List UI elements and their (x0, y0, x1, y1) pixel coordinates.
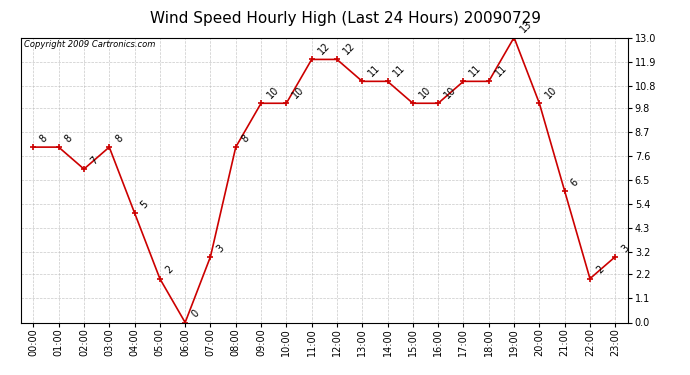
Text: 0: 0 (189, 308, 201, 320)
Text: Copyright 2009 Cartronics.com: Copyright 2009 Cartronics.com (23, 40, 155, 50)
Text: 5: 5 (139, 199, 150, 210)
Text: 7: 7 (88, 155, 99, 166)
Text: 12: 12 (316, 41, 332, 57)
Text: 8: 8 (240, 133, 251, 144)
Text: 8: 8 (37, 133, 49, 144)
Text: 10: 10 (417, 85, 433, 100)
Text: Wind Speed Hourly High (Last 24 Hours) 20090729: Wind Speed Hourly High (Last 24 Hours) 2… (150, 11, 540, 26)
Text: 10: 10 (265, 85, 281, 100)
Text: 8: 8 (113, 133, 125, 144)
Text: 2: 2 (594, 264, 606, 276)
Text: 2: 2 (164, 264, 175, 276)
Text: 11: 11 (392, 63, 408, 79)
Text: 3: 3 (620, 243, 631, 254)
Text: 13: 13 (518, 19, 534, 35)
Text: 10: 10 (290, 85, 306, 100)
Text: 11: 11 (468, 63, 484, 79)
Text: 3: 3 (215, 243, 226, 254)
Text: 11: 11 (493, 63, 509, 79)
Text: 8: 8 (63, 133, 75, 144)
Text: 10: 10 (544, 85, 560, 100)
Text: 10: 10 (442, 85, 458, 100)
Text: 6: 6 (569, 177, 580, 188)
Text: 12: 12 (341, 41, 357, 57)
Text: 11: 11 (366, 63, 382, 79)
